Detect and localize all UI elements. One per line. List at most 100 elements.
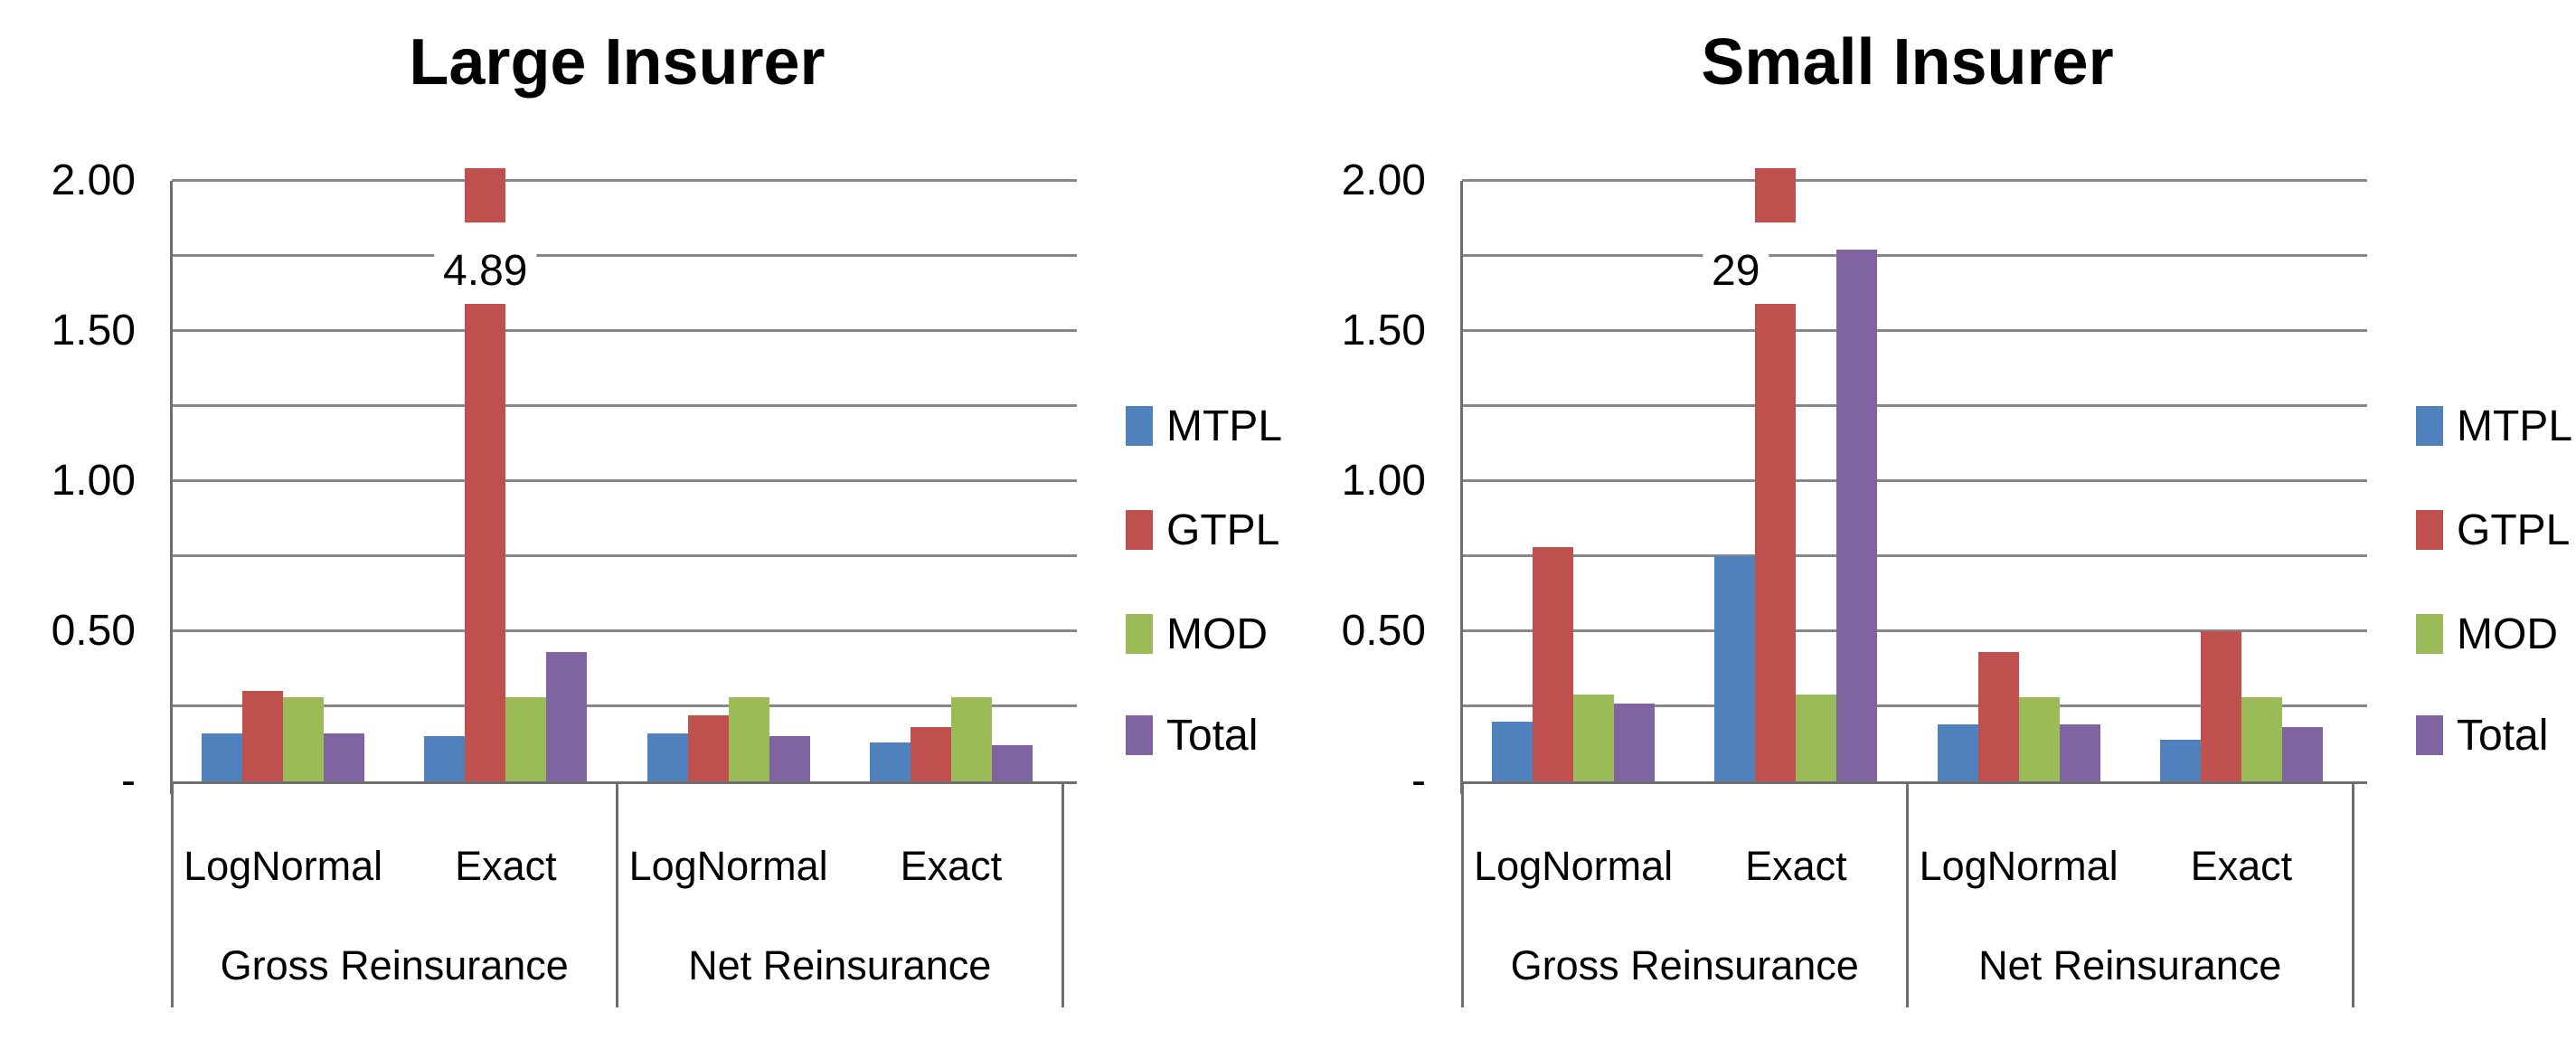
x-category-group-label: Gross Reinsurance: [220, 942, 569, 988]
gridline: [1462, 329, 2367, 332]
gridline: [172, 479, 1077, 482]
bar-value-label: 29: [1703, 246, 1769, 297]
bar-gtpl-exact: [2200, 631, 2241, 781]
bar-mtpl-exact: [424, 736, 466, 781]
legend-swatch-mod: [2416, 614, 2443, 654]
x-axis-line: [172, 781, 1077, 784]
bar-mtpl-exact: [1714, 556, 1756, 781]
bar-total-exact: [2281, 727, 2323, 781]
legend-item-label: MOD: [1166, 610, 1268, 658]
bar-gtpl-overflow-cap: [1755, 168, 1797, 222]
gridline: [172, 179, 1077, 182]
bar-mod-lognormal: [2018, 697, 2060, 781]
legend-item-label: MOD: [2457, 610, 2558, 658]
x-category-method-label: Exact: [2190, 843, 2293, 889]
bar-mod-lognormal: [283, 697, 324, 781]
legend-swatch-total: [2416, 715, 2443, 755]
gridline: [172, 254, 1077, 257]
bar-mod-exact: [950, 697, 992, 781]
x-category-method-label: Exact: [1745, 843, 1847, 889]
legend-swatch-total: [1126, 715, 1153, 755]
x-category-method-label: Exact: [455, 843, 557, 889]
y-axis-tick-label: 0.50: [1341, 607, 1426, 655]
chart-large-insurer: Large Insurer 2.00 1.50 1.00 0.50 - 4.89 LogNo…: [0, 0, 1286, 1040]
legend-swatch-gtpl: [1126, 510, 1153, 550]
y-axis-tick-label: 2.00: [51, 156, 136, 204]
bar-mtpl-exact: [2159, 740, 2201, 781]
legend-item-label: GTPL: [1166, 506, 1280, 554]
legend-item-mtpl: MTPL: [1126, 398, 1282, 454]
bar-mtpl-lognormal: [646, 733, 688, 781]
gridline: [1462, 704, 2367, 707]
y-axis-tick-label: 1.00: [1341, 457, 1426, 505]
bar-mod-exact: [1796, 695, 1837, 781]
legend-item-total: Total: [2416, 707, 2548, 763]
x-category-group-label: Net Reinsurance: [688, 942, 992, 988]
bar-gtpl-overflow-cap: [465, 168, 506, 222]
gridline: [172, 404, 1077, 407]
bar-value-label: 4.89: [434, 246, 537, 297]
bar-total-lognormal: [769, 736, 810, 781]
gridline: [172, 329, 1077, 332]
bar-gtpl-lognormal: [1533, 547, 1573, 781]
bar-mtpl-lognormal: [1492, 722, 1533, 781]
legend: MTPL GTPL MOD Total: [2416, 0, 2576, 1040]
legend-swatch-mtpl: [1126, 406, 1153, 446]
bar-gtpl-lognormal: [242, 691, 283, 781]
y-axis-line: [170, 181, 173, 794]
gridline: [1462, 179, 2367, 182]
y-axis-tick-label: 0.50: [51, 607, 136, 655]
bar-mod-lognormal: [1573, 695, 1614, 781]
bar-mod-lognormal: [728, 697, 769, 781]
x-category-method-label: LogNormal: [628, 843, 828, 889]
legend-item-label: GTPL: [2457, 506, 2571, 554]
bar-mod-exact: [2241, 697, 2282, 781]
legend-item-label: MTPL: [1166, 402, 1283, 450]
plot-area: 4.89: [170, 168, 1077, 794]
gridline: [1462, 404, 2367, 407]
legend-item-label: MTPL: [2457, 402, 2573, 450]
gridline: [172, 554, 1077, 557]
y-axis-tick-label: 1.50: [51, 307, 136, 355]
plot-area: 29: [1460, 168, 2367, 794]
chart-small-insurer: Small Insurer 2.00 1.50 1.00 0.50 - 29 LogNorm…: [1290, 0, 2576, 1040]
bar-total-exact: [546, 652, 588, 781]
y-axis-line: [1460, 181, 1463, 794]
gridline: [172, 629, 1077, 632]
bar-gtpl-exact: [465, 304, 506, 781]
x-category-method-label: LogNormal: [1474, 843, 1674, 889]
legend-item-mod: MOD: [2416, 606, 2558, 662]
bar-gtpl-exact: [1755, 304, 1797, 781]
bar-mtpl-lognormal: [1937, 724, 1978, 781]
y-axis-tick-label: -: [1411, 757, 1426, 805]
x-axis-divider: [1061, 781, 1064, 1007]
legend-swatch-mod: [1126, 614, 1153, 654]
legend-item-label: Total: [1166, 711, 1259, 760]
gridline: [172, 704, 1077, 707]
x-axis-divider: [2351, 781, 2354, 1007]
gridline: [1462, 479, 2367, 482]
legend: MTPL GTPL MOD Total: [1126, 0, 1286, 1040]
chart-title: Small Insurer: [1701, 26, 2114, 99]
x-axis-divider: [1906, 781, 1909, 1007]
bar-total-exact: [991, 745, 1033, 781]
y-axis-tick-label: 1.00: [51, 457, 136, 505]
legend-item-mtpl: MTPL: [2416, 398, 2572, 454]
bar-total-lognormal: [324, 733, 364, 781]
bar-total-lognormal: [2059, 724, 2100, 781]
bar-gtpl-lognormal: [1977, 652, 2019, 781]
legend-item-total: Total: [1126, 707, 1258, 763]
x-category-group-label: Net Reinsurance: [1978, 942, 2282, 988]
legend-item-label: Total: [2457, 711, 2549, 760]
x-category-group-label: Gross Reinsurance: [1510, 942, 1859, 988]
x-category-method-label: LogNormal: [1919, 843, 2118, 889]
legend-swatch-gtpl: [2416, 510, 2443, 550]
chart-title: Large Insurer: [409, 26, 826, 99]
x-axis-line: [1462, 781, 2367, 784]
bar-mtpl-lognormal: [202, 733, 242, 781]
legend-item-gtpl: GTPL: [1126, 502, 1279, 558]
gridline: [1462, 629, 2367, 632]
gridline: [1462, 554, 2367, 557]
bar-total-lognormal: [1614, 704, 1655, 781]
bar-mtpl-exact: [869, 742, 911, 781]
